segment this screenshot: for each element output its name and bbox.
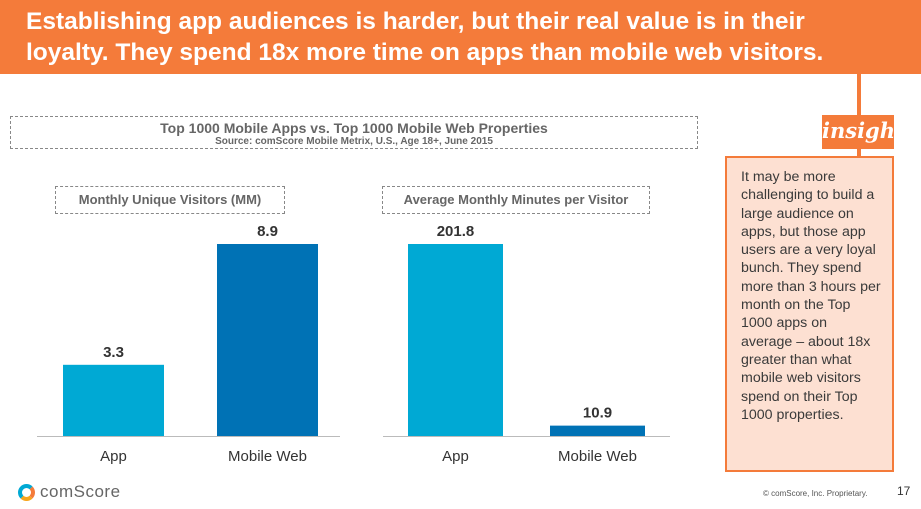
copyright: © comScore, Inc. Proprietary. [763, 489, 868, 498]
bar-app [63, 364, 164, 436]
bar-app [408, 244, 503, 436]
category-label: App [442, 448, 469, 465]
header-line-2: loyalty. They spend 18x more time on app… [26, 39, 824, 66]
connector-line [857, 148, 861, 156]
data-label: 201.8 [437, 223, 475, 240]
chart-source: Source: comScore Mobile Metrix, U.S., Ag… [215, 136, 493, 147]
logo-icon [18, 483, 35, 501]
logo-text: comScore [40, 482, 121, 501]
data-label: 8.9 [257, 223, 278, 240]
slide-header: Establishing app audiences is harder, bu… [0, 0, 921, 74]
category-label: Mobile Web [228, 448, 307, 465]
chart-title-box: Top 1000 Mobile Apps vs. Top 1000 Mobile… [10, 116, 698, 149]
data-label: 3.3 [103, 344, 124, 361]
bar-mobile-web [217, 244, 318, 436]
insight-tag: insight [822, 115, 905, 149]
chart-2-title: Average Monthly Minutes per Visitor [382, 186, 650, 214]
category-label: App [100, 448, 127, 465]
header-line-1: Establishing app audiences is harder, bu… [26, 8, 805, 35]
bar-mobile-web [550, 425, 645, 436]
category-label: Mobile Web [558, 448, 637, 465]
data-label: 10.9 [583, 405, 612, 422]
chart-title: Top 1000 Mobile Apps vs. Top 1000 Mobile… [160, 120, 548, 136]
connector-line [857, 74, 861, 118]
comscore-logo: comScore [18, 482, 121, 502]
insight-box: It may be more challenging to build a la… [725, 156, 894, 472]
page-number: 17 [897, 484, 911, 498]
chart-1-title: Monthly Unique Visitors (MM) [55, 186, 285, 214]
